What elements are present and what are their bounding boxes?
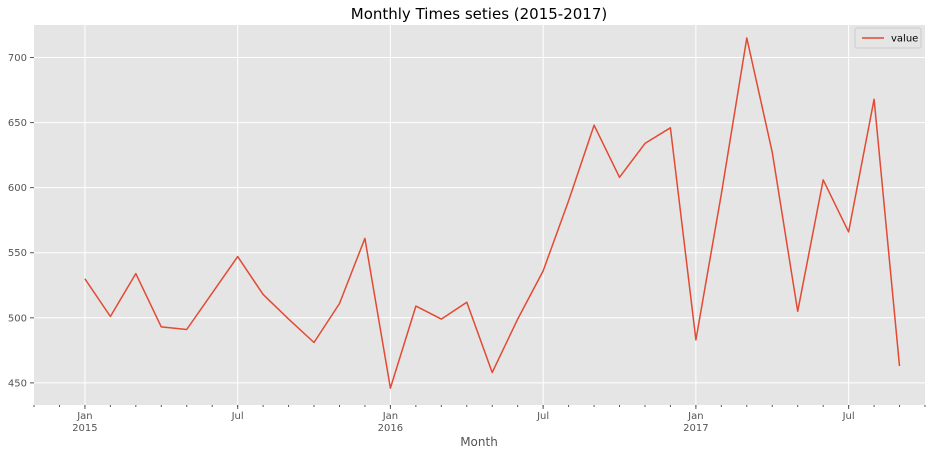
- x-tick-year-label: 2015: [72, 423, 97, 434]
- x-tick-year-label: 2016: [378, 423, 403, 434]
- x-tick-label: Jan: [76, 411, 92, 422]
- y-tick-label: 550: [8, 248, 27, 259]
- y-tick-label: 450: [8, 378, 27, 389]
- chart-title: Monthly Times seties (2015-2017): [351, 5, 608, 23]
- legend-box: [854, 27, 922, 49]
- x-tick-year-label: 2017: [683, 423, 708, 434]
- x-tick-label: Jul: [536, 411, 549, 422]
- minor-ticks: [33, 405, 926, 407]
- x-tick-label: Jul: [842, 411, 855, 422]
- y-axis: 450 500 550 600 650 700: [8, 53, 34, 389]
- x-tick-label: Jan: [687, 411, 703, 422]
- series-group: [84, 37, 901, 389]
- grid-lines: [34, 25, 925, 405]
- x-tick-label: Jan: [382, 411, 398, 422]
- y-tick-label: 600: [8, 183, 27, 194]
- legend-label: value: [891, 34, 918, 45]
- y-tick-label: 650: [8, 118, 27, 129]
- x-tick-label: Jul: [231, 411, 244, 422]
- series-line: [84, 37, 901, 389]
- x-axis-label: Month: [460, 435, 498, 449]
- y-tick-label: 500: [8, 313, 27, 324]
- y-tick-label: 700: [8, 53, 27, 64]
- plot-area: [34, 25, 925, 405]
- legend: value: [854, 27, 922, 49]
